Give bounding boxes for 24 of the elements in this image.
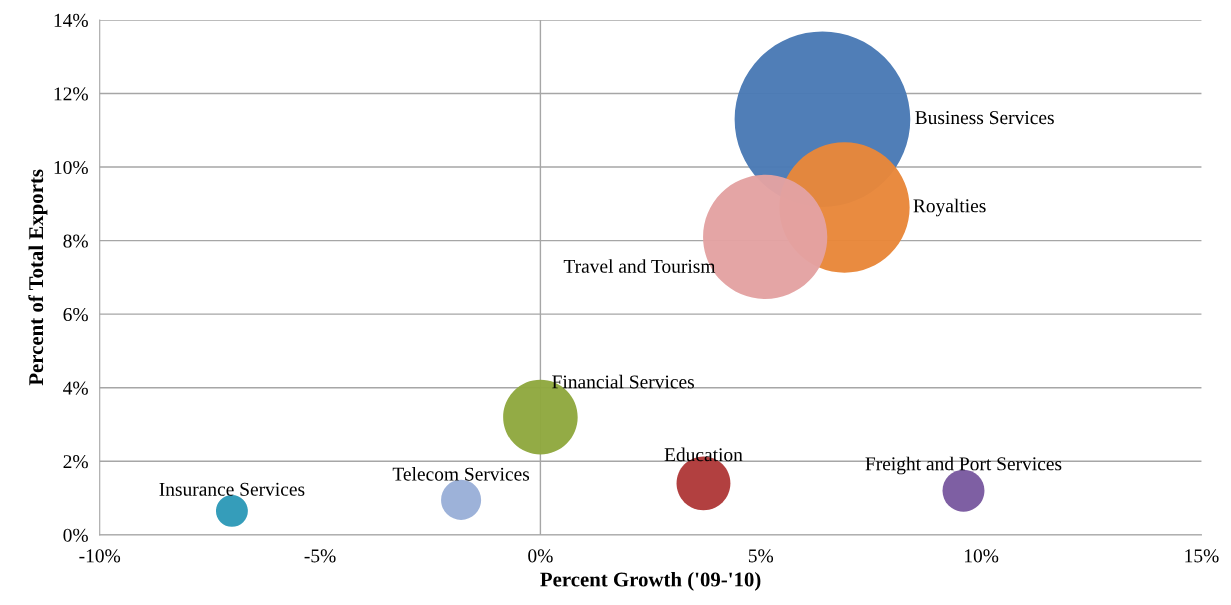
y-tick-label: 6% <box>63 307 88 322</box>
series-label: Business Services <box>915 111 1054 125</box>
y-tick-label: 12% <box>54 87 88 101</box>
y-tick-label: 2% <box>63 455 88 469</box>
series-label: Telecom Services <box>392 467 530 481</box>
y-axis-title: Percent of Total Exports <box>28 169 48 386</box>
x-tick-label: 15% <box>1185 549 1219 563</box>
y-tick-label: 4% <box>63 381 88 395</box>
series-label: Financial Services <box>552 374 694 389</box>
series-label: Insurance Services <box>159 482 305 496</box>
x-tick-label: -5% <box>304 549 336 563</box>
series-label: Freight and Port Services <box>865 456 1062 475</box>
x-tick-label: 0% <box>528 549 553 563</box>
x-tick-label: -10% <box>79 549 121 563</box>
y-tick-label: 14% <box>54 13 88 27</box>
x-axis-title: Percent Growth ('09-'10) <box>540 571 761 591</box>
series-label: Royalties <box>913 198 986 217</box>
y-tick-label: 8% <box>63 234 88 248</box>
series-label: Education <box>664 447 743 462</box>
series-label: Travel and Tourism <box>563 259 716 273</box>
x-tick-label: 10% <box>965 549 999 563</box>
x-tick-label: 5% <box>748 549 774 563</box>
y-tick-label: 10% <box>54 160 88 175</box>
y-tick-label: 0% <box>63 528 88 542</box>
